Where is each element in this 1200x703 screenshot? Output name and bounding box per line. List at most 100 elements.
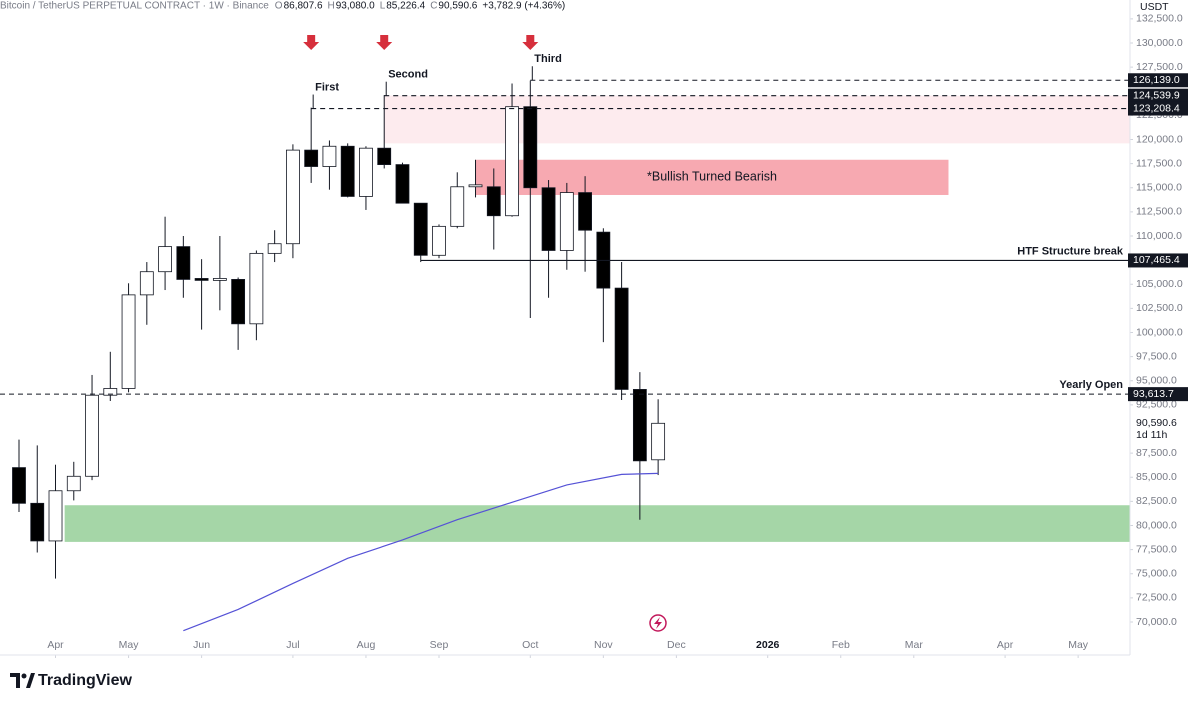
candle-body xyxy=(194,278,209,281)
candle-body xyxy=(523,106,538,189)
level-tag xyxy=(1128,88,1188,103)
candle-body xyxy=(286,149,300,245)
ohlc-key: L xyxy=(380,1,386,12)
candle-body xyxy=(30,502,45,542)
candle-body xyxy=(212,278,227,281)
ohlc-value: 86,807.6 xyxy=(284,1,323,12)
candle-body xyxy=(103,388,118,396)
y-tick-label: 92,500.0 xyxy=(1136,399,1177,411)
candle-body xyxy=(231,279,246,325)
candle-body xyxy=(66,475,81,492)
countdown: 1d 11h xyxy=(1136,429,1167,441)
y-tick-label: 127,500.0 xyxy=(1136,61,1183,73)
ohlc-change: +3,782.9 (+4.36%) xyxy=(482,1,565,12)
candle-body xyxy=(651,422,666,461)
plot xyxy=(12,80,666,632)
x-tick-label: Dec xyxy=(667,639,686,651)
x-tick-label: Nov xyxy=(594,639,613,651)
zones: *Bullish Turned Bearish xyxy=(64,95,1130,542)
ohlc-value: 90,590.6 xyxy=(438,1,477,12)
moving-average xyxy=(183,472,659,632)
level-name: HTF Structure break xyxy=(1017,245,1124,257)
candle-body xyxy=(121,294,136,389)
level-label: 126,139.0 xyxy=(1133,74,1180,86)
ohlc-value: 85,226.4 xyxy=(386,1,425,12)
candle-body xyxy=(139,271,154,296)
candle-body xyxy=(304,149,319,167)
x-tick-label: 2026 xyxy=(756,639,780,651)
candle-body xyxy=(614,287,629,390)
y-tick-label: 105,000.0 xyxy=(1136,278,1183,290)
x-tick-label: Mar xyxy=(905,639,924,651)
y-tick-label: 80,000.0 xyxy=(1136,519,1177,531)
y-tick-label: 87,500.0 xyxy=(1136,447,1177,459)
level-tag xyxy=(1128,73,1188,88)
ohlc-value: 93,080.0 xyxy=(336,1,375,12)
y-tick-label: 95,000.0 xyxy=(1136,375,1177,387)
zone xyxy=(64,505,1130,542)
y-tick-label: 97,500.0 xyxy=(1136,350,1177,362)
level-label: 107,465.4 xyxy=(1133,254,1180,266)
candle-body xyxy=(541,187,556,251)
marker-label: Third xyxy=(534,53,562,65)
marker-label: Second xyxy=(388,69,428,81)
candle-body xyxy=(578,192,592,231)
x-tick-label: May xyxy=(119,639,140,651)
arrow xyxy=(303,35,320,50)
candle-body xyxy=(176,246,191,280)
candle-body xyxy=(340,145,355,197)
y-tick-label: 120,000.0 xyxy=(1136,133,1183,145)
candle-body xyxy=(559,192,574,251)
axes: 70,000.0 72,500.0 75,000.0 77,500.0 80,000.0… xyxy=(47,13,1183,658)
candle-body xyxy=(158,246,172,273)
level-tag xyxy=(1128,253,1188,268)
candle-body xyxy=(322,145,337,167)
level-label: 123,208.4 xyxy=(1133,102,1180,114)
arrow xyxy=(376,35,393,50)
y-tick-label: 130,000.0 xyxy=(1136,37,1183,49)
candle-body xyxy=(432,225,446,256)
level-label: 124,539.9 xyxy=(1133,89,1180,101)
icon xyxy=(649,614,667,632)
y-tick-label: 75,000.0 xyxy=(1136,568,1177,580)
x-tick-label: Aug xyxy=(357,639,376,651)
y-tick-label: 117,500.0 xyxy=(1136,157,1182,169)
marker-label: First xyxy=(315,81,339,93)
candle-body xyxy=(12,467,26,504)
y-tick-label: 110,000.0 xyxy=(1136,230,1182,242)
candle-body xyxy=(413,202,428,256)
y-tick-label: 72,500.0 xyxy=(1136,592,1177,604)
arrow xyxy=(522,35,539,50)
candle-body xyxy=(48,490,63,542)
ohlc-key: O xyxy=(275,1,283,12)
level-tag xyxy=(1128,101,1188,116)
ohlc-key: C xyxy=(430,1,437,12)
zone xyxy=(384,95,1130,144)
level-label: 93,613.7 xyxy=(1133,388,1174,400)
ohlc-key: H xyxy=(328,1,335,12)
y-tick-label: 82,500.0 xyxy=(1136,495,1177,507)
chart-title: Bitcoin / TetherUS PERPETUAL CONTRACT · … xyxy=(0,1,269,12)
y-tick-label: 115,000.0 xyxy=(1136,182,1182,194)
y-tick-label: 112,500.0 xyxy=(1136,206,1182,218)
level-tag xyxy=(1128,387,1188,402)
x-tick-label: Jul xyxy=(286,639,299,651)
y-tick-label: 85,000.0 xyxy=(1136,471,1177,483)
current-price: 90,590.6 xyxy=(1136,417,1177,429)
x-tick-label: Apr xyxy=(47,639,64,651)
unit-label: USDT xyxy=(1140,1,1169,13)
candle-body xyxy=(249,252,264,325)
x-tick-label: Sep xyxy=(430,639,449,651)
candle-body xyxy=(486,186,501,217)
brand: TradingView xyxy=(38,672,133,689)
candle-body xyxy=(377,147,392,165)
y-tick-label: 70,000.0 xyxy=(1136,616,1177,628)
x-tick-label: May xyxy=(1068,639,1089,651)
y-tick-label: 132,500.0 xyxy=(1136,13,1183,25)
y-tick-label: 77,500.0 xyxy=(1136,543,1177,555)
level-name: Yearly Open xyxy=(1059,379,1123,391)
x-tick-label: Feb xyxy=(832,639,850,651)
candle-body xyxy=(395,164,410,204)
